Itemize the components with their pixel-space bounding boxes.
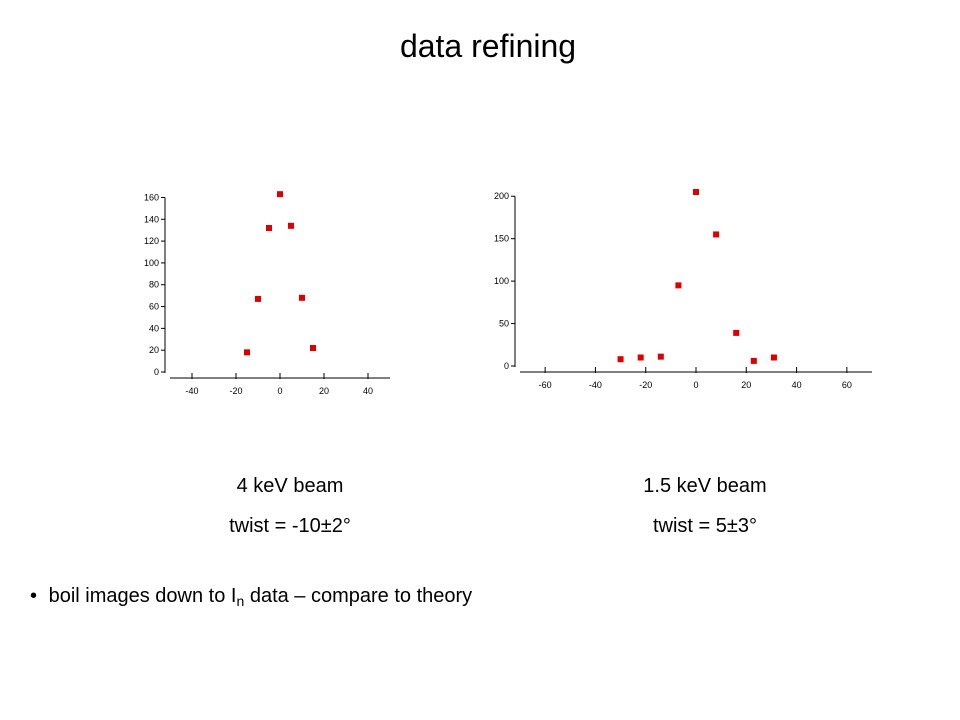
y-tick-label: 150 — [494, 234, 509, 244]
y-tick-label: 50 — [499, 319, 509, 329]
bullet-symbol: • — [30, 585, 38, 607]
caption-4kev-beam: 4 keV beam — [236, 475, 344, 497]
y-tick-label: 100 — [144, 258, 159, 268]
data-point — [713, 231, 720, 238]
x-tick-label: -20 — [229, 386, 242, 396]
y-tick-label: 160 — [144, 192, 159, 202]
bullet-item: • boil images down to In data – compare … — [30, 585, 472, 608]
data-point — [266, 225, 272, 231]
y-tick-label: 120 — [144, 236, 159, 246]
data-point — [310, 345, 316, 351]
y-tick-label: 0 — [154, 367, 159, 377]
x-tick-label: 40 — [363, 386, 373, 396]
x-tick-label: 20 — [741, 380, 751, 390]
bullet-subscript: n — [236, 593, 245, 609]
data-point — [770, 354, 777, 361]
chart-1p5kev: 0 50 100 150 200 -60 -40 -20 0 20 40 60 — [494, 189, 872, 390]
chart-4kev: 0 20 40 60 80 100 120 140 160 -40 -20 0 20 40 — [144, 191, 390, 396]
caption-1p5kev-beam: 1.5 keV beam — [643, 475, 767, 497]
x-tick-label: 0 — [277, 386, 282, 396]
x-tick-label: -20 — [639, 380, 652, 390]
y-tick-label: 100 — [494, 276, 509, 286]
y-tick-label: 80 — [149, 280, 159, 290]
x-tick-label: 0 — [693, 380, 698, 390]
y-tick-label: 60 — [149, 302, 159, 312]
data-point — [693, 189, 699, 195]
data-point — [277, 191, 283, 198]
y-tick-label: 0 — [504, 361, 509, 371]
x-tick-label: 40 — [792, 380, 802, 390]
x-tick-label: -60 — [539, 380, 552, 390]
data-point — [299, 294, 305, 301]
data-point — [244, 349, 250, 356]
caption-1p5kev-twist: twist = 5±3° — [652, 515, 757, 537]
data-point — [255, 295, 261, 302]
y-tick-label: 200 — [494, 191, 509, 201]
x-tick-label: -40 — [589, 380, 602, 390]
x-tick-label: 60 — [842, 380, 852, 390]
x-tick-label: 20 — [319, 386, 329, 396]
data-point — [288, 222, 294, 229]
y-tick-label: 20 — [149, 345, 159, 355]
caption-4kev-twist: twist = -10±2° — [229, 515, 351, 537]
caption-4kev: 4 keV beam twist = -10±2° — [170, 474, 410, 538]
y-tick-label: 140 — [144, 214, 159, 224]
x-tick-label: -40 — [185, 386, 198, 396]
y-tick-label: 40 — [149, 323, 159, 333]
data-point — [733, 329, 740, 336]
bullet-text-after: data – compare to theory — [244, 585, 473, 607]
data-point — [675, 282, 682, 289]
bullet-text-before: boil images down to I — [48, 585, 237, 607]
data-point — [750, 357, 757, 364]
data-point — [617, 356, 624, 363]
caption-1p5kev: 1.5 keV beam twist = 5±3° — [585, 474, 825, 538]
slide-title: data refining — [399, 28, 577, 64]
data-point — [657, 353, 664, 360]
data-point — [637, 354, 644, 361]
